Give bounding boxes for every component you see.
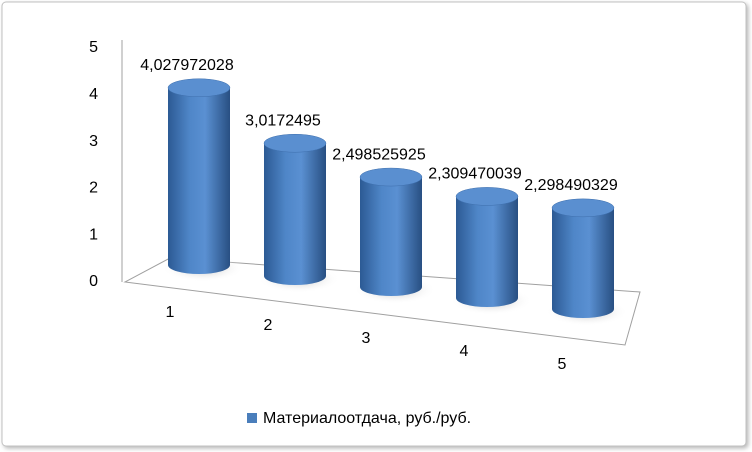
x-tick-label: 1: [166, 304, 175, 321]
y-tick-label: 2: [89, 180, 98, 197]
x-tick-label: 5: [558, 356, 567, 373]
legend-label: Материалоотдача, руб./руб.: [263, 410, 471, 427]
y-tick-label: 3: [89, 133, 98, 150]
y-tick-label: 0: [89, 273, 98, 290]
x-tick-label: 4: [460, 343, 469, 360]
bar-top: [263, 133, 327, 153]
bar: [264, 143, 326, 285]
bar: [360, 177, 422, 296]
bar: [456, 196, 518, 307]
value-label: 2,298490329: [524, 177, 618, 194]
y-tick-label: 4: [89, 86, 98, 103]
y-tick-label: 1: [89, 226, 98, 243]
value-label: 3,0172495: [245, 112, 321, 129]
value-label: 2,498525925: [332, 146, 426, 163]
bar-top: [359, 167, 423, 187]
x-tick-label: 2: [264, 317, 273, 334]
x-tick-label: 3: [362, 330, 371, 347]
floor: [123, 257, 641, 346]
legend-swatch: [247, 413, 257, 423]
bar: [168, 87, 230, 275]
value-label: 2,309470039: [428, 166, 522, 183]
bar-top: [167, 78, 231, 98]
value-label: 4,027972028: [140, 57, 234, 74]
bar-top: [551, 198, 615, 218]
y-tick-label: 5: [89, 39, 98, 56]
bar-top: [455, 187, 519, 206]
bar: [552, 207, 614, 318]
